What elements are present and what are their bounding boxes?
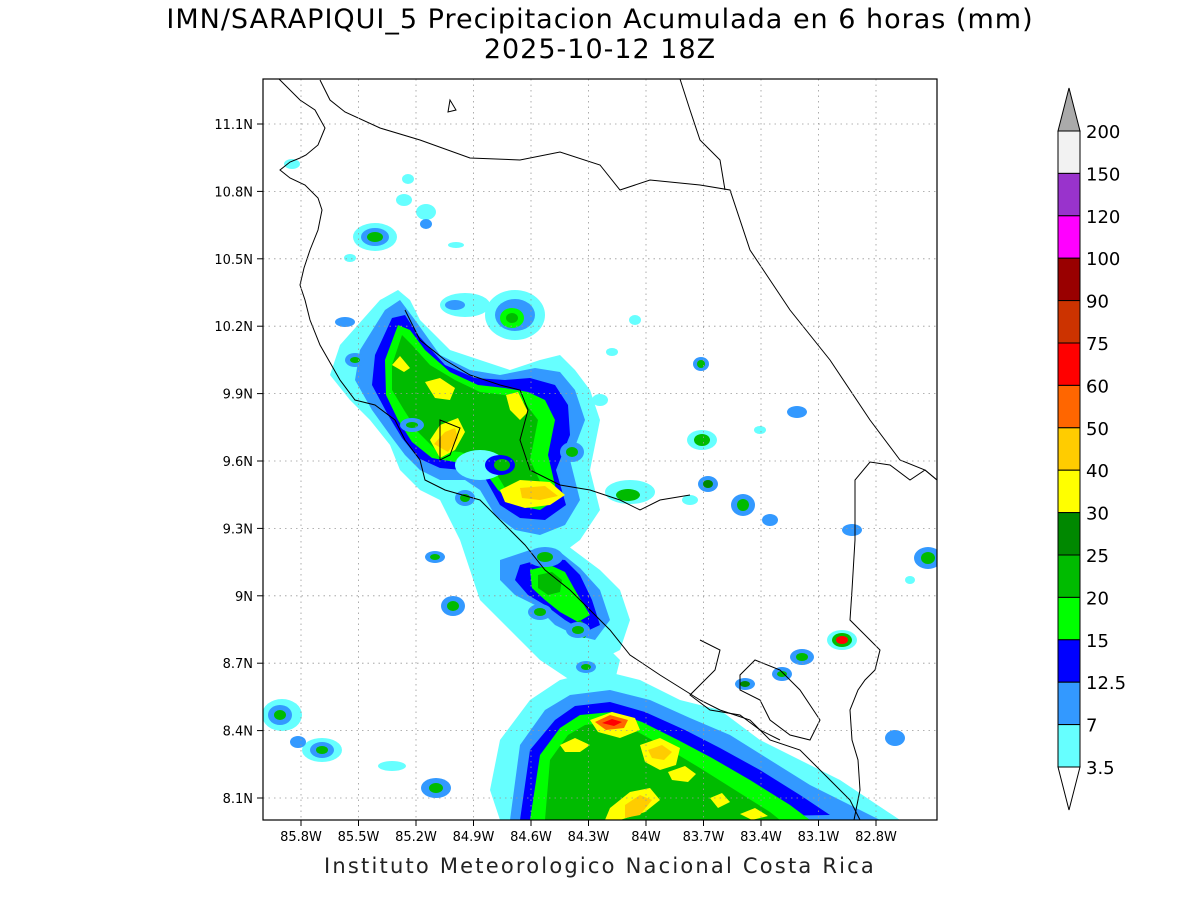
lon-tick-label: 83.4W xyxy=(740,830,782,845)
lon-tick-label: 82.8W xyxy=(855,830,897,845)
colorbar-label: 75 xyxy=(1086,334,1109,355)
lat-tick-label: 8.1N xyxy=(223,792,253,807)
colorbar-swatch xyxy=(1057,384,1081,429)
lat-tick-label: 9.9N xyxy=(223,388,253,403)
colorbar-swatch xyxy=(1057,342,1081,386)
colorbar-swatch xyxy=(1057,172,1081,217)
colorbar-swatch xyxy=(1057,724,1081,768)
colorbar-label: 50 xyxy=(1086,419,1109,440)
colorbar-swatch xyxy=(1057,681,1081,726)
lat-tick-label: 9.6N xyxy=(223,455,253,470)
colorbar-swatch xyxy=(1057,554,1081,598)
colorbar-swatch xyxy=(1057,596,1081,641)
colorbar-label: 20 xyxy=(1086,588,1109,609)
colorbar-label: 60 xyxy=(1086,376,1109,397)
colorbar-label: 15 xyxy=(1086,631,1109,652)
rain-band-south xyxy=(490,670,900,820)
colorbar-swatch xyxy=(1057,215,1081,259)
lon-tick-label: 83.1W xyxy=(798,830,840,845)
colorbar-swatch xyxy=(1057,427,1081,471)
map-subtitle: 2025-10-12 18Z xyxy=(483,34,717,65)
colorbar-swatch xyxy=(1057,639,1081,683)
colorbar-label: 90 xyxy=(1086,292,1109,313)
lat-tick-label: 8.7N xyxy=(223,657,253,672)
lat-tick-label: 10.2N xyxy=(214,320,253,335)
lat-tick-label: 9N xyxy=(235,590,253,605)
latitude-axis: 11.1N 10.8N 10.5N 10.2N 9.9N 9.6N 9.3N 9N 8.7N 8.… xyxy=(214,118,263,807)
rain-scattered-cells xyxy=(263,159,937,798)
colorbar-label: 12.5 xyxy=(1086,673,1126,694)
lon-tick-label: 85.8W xyxy=(280,830,322,845)
colorbar-label: 120 xyxy=(1086,207,1120,228)
colorbar-over-arrow xyxy=(1057,87,1081,132)
colorbar-under-arrow xyxy=(1057,766,1081,811)
coastlines xyxy=(278,79,937,820)
colorbar-swatch xyxy=(1057,512,1081,556)
lat-tick-label: 11.1N xyxy=(214,118,253,133)
map-frame xyxy=(262,78,938,821)
lat-tick-label: 10.5N xyxy=(214,253,253,268)
map-title: IMN/SARAPIQUI_5 Precipitacion Acumulada … xyxy=(166,4,1034,35)
lat-tick-label: 8.4N xyxy=(223,725,253,740)
colorbar-legend: 200 150 120 100 90 75 60 50 40 30 25 20 15 12.5 7 3.5 xyxy=(1057,87,1126,811)
colorbar-label: 7 xyxy=(1086,716,1097,737)
lon-tick-label: 84.6W xyxy=(510,830,552,845)
graticule-grid xyxy=(263,79,937,820)
footer-credit: Instituto Meteorologico Nacional Costa R… xyxy=(324,854,876,878)
colorbar-swatch xyxy=(1057,130,1081,174)
colorbar-label: 200 xyxy=(1086,122,1120,143)
lon-tick-label: 84.9W xyxy=(453,830,495,845)
colorbar-label: 3.5 xyxy=(1086,758,1115,779)
colorbar-label: 100 xyxy=(1086,249,1120,270)
colorbar-swatch xyxy=(1057,257,1081,302)
colorbar-swatch xyxy=(1057,469,1081,514)
lon-tick-label: 85.2W xyxy=(395,830,437,845)
lon-tick-label: 85.5W xyxy=(338,830,380,845)
longitude-axis: 85.8W 85.5W 85.2W 84.9W 84.6W 84.3W 84W 83.7W 83… xyxy=(280,820,897,845)
colorbar-swatch xyxy=(1057,300,1081,344)
lat-tick-label: 9.3N xyxy=(223,522,253,537)
precipitation-field xyxy=(263,159,937,820)
lon-tick-label: 83.7W xyxy=(683,830,725,845)
lon-tick-label: 84.3W xyxy=(568,830,610,845)
colorbar-label: 25 xyxy=(1086,546,1109,567)
colorbar-label: 150 xyxy=(1086,164,1120,185)
colorbar-label: 30 xyxy=(1086,504,1109,525)
lat-tick-label: 10.8N xyxy=(214,185,253,200)
colorbar-label: 40 xyxy=(1086,461,1109,482)
lon-tick-label: 84W xyxy=(631,830,661,845)
